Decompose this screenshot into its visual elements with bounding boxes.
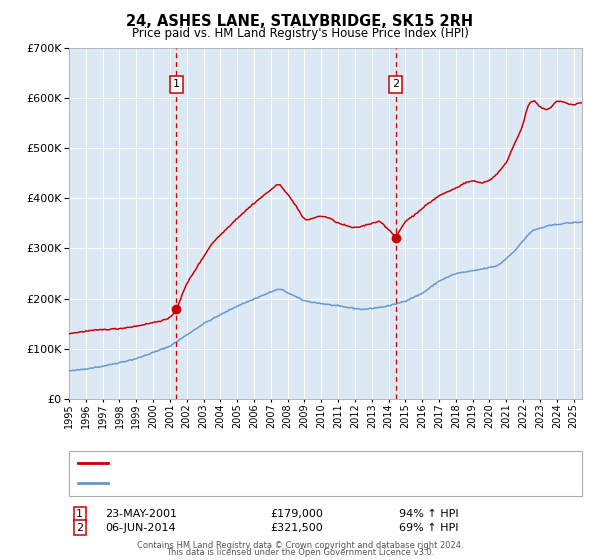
Text: Contains HM Land Registry data © Crown copyright and database right 2024.: Contains HM Land Registry data © Crown c… xyxy=(137,541,463,550)
Text: 94% ↑ HPI: 94% ↑ HPI xyxy=(399,509,459,519)
Text: £179,000: £179,000 xyxy=(271,509,323,519)
Text: £321,500: £321,500 xyxy=(271,522,323,533)
Text: 06-JUN-2014: 06-JUN-2014 xyxy=(106,522,176,533)
Text: 2: 2 xyxy=(76,522,83,533)
Text: 24, ASHES LANE, STALYBRIDGE, SK15 2RH: 24, ASHES LANE, STALYBRIDGE, SK15 2RH xyxy=(127,14,473,29)
Text: This data is licensed under the Open Government Licence v3.0.: This data is licensed under the Open Gov… xyxy=(166,548,434,557)
Text: Price paid vs. HM Land Registry's House Price Index (HPI): Price paid vs. HM Land Registry's House … xyxy=(131,27,469,40)
Text: HPI: Average price, detached house, Tameside: HPI: Average price, detached house, Tame… xyxy=(114,478,356,488)
Text: 2: 2 xyxy=(392,80,400,90)
Text: 24, ASHES LANE, STALYBRIDGE, SK15 2RH (detached house): 24, ASHES LANE, STALYBRIDGE, SK15 2RH (d… xyxy=(114,458,428,468)
Text: 69% ↑ HPI: 69% ↑ HPI xyxy=(399,522,459,533)
Text: 23-MAY-2001: 23-MAY-2001 xyxy=(105,509,177,519)
Text: 1: 1 xyxy=(173,80,180,90)
Text: 1: 1 xyxy=(76,509,83,519)
